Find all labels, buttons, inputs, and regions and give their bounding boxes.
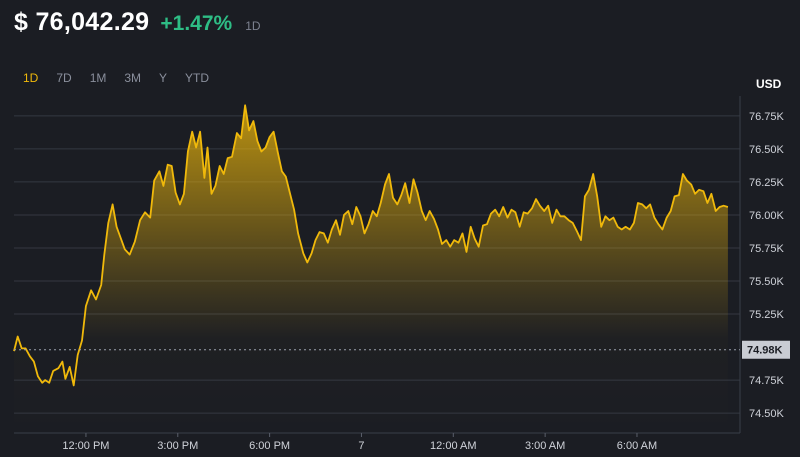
tab-7d[interactable]: 7D: [56, 71, 72, 85]
y-tick-label: 75.50K: [749, 276, 785, 288]
price-change-percent: +1.47%: [160, 12, 233, 35]
y-tick-label: 76.50K: [749, 144, 785, 156]
range-indicator: 1D: [245, 19, 261, 33]
tab-1d[interactable]: 1D: [23, 71, 39, 85]
reference-label-bg: [742, 340, 790, 359]
x-tick-label: 3:00 PM: [157, 440, 198, 452]
tab-3m[interactable]: 3M: [124, 71, 142, 85]
current-price: $ 76,042.29: [14, 8, 150, 36]
y-tick-label: 76.25K: [749, 177, 785, 189]
price-header: $ 76,042.29 +1.47% 1D: [14, 8, 261, 37]
line-layer: [13, 104, 729, 387]
price-line: [13, 104, 729, 387]
y-tick-label: 74.50K: [749, 408, 785, 420]
y-tick-label: 75.75K: [749, 243, 785, 255]
x-tick-label: 3:00 AM: [525, 440, 565, 452]
area-layer: [14, 105, 728, 434]
y-axis: 74.50K 74.75K 75.25K 75.50K 75.75K 76.00K 76.2…: [749, 111, 785, 420]
x-tick-label: 6:00 AM: [617, 440, 657, 452]
y-tick-label: 76.75K: [749, 111, 785, 123]
timeframe-tabs: 1D 7D 1M 3M Y YTD: [14, 70, 218, 86]
x-tick-label: 6:00 PM: [249, 440, 290, 452]
y-tick-label: 74.75K: [749, 375, 785, 387]
tab-ytd[interactable]: YTD: [185, 71, 210, 85]
x-tick-label: 7: [358, 440, 364, 452]
price-area-fill: [14, 105, 728, 434]
x-tick-label: 12:00 PM: [62, 440, 109, 452]
y-tick-label: 75.25K: [749, 309, 785, 321]
tab-1m[interactable]: 1M: [89, 71, 107, 85]
currency-label: USD: [756, 77, 782, 91]
reference-label: 74.98K: [747, 345, 783, 357]
reference-layer: 74.98K: [14, 340, 790, 359]
tab-y[interactable]: Y: [159, 71, 168, 85]
x-tick-label: 12:00 AM: [430, 440, 476, 452]
x-axis: 12:00 PM 3:00 PM 6:00 PM 7 12:00 AM 3:00 AM 6:…: [62, 433, 657, 452]
y-tick-label: 76.00K: [749, 210, 785, 222]
